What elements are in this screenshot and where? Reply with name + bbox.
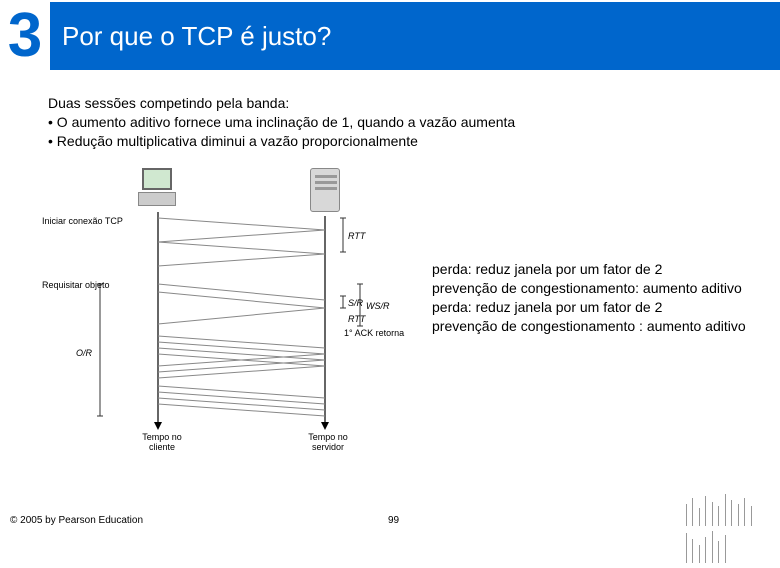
timing-diagram: Iniciar conexão TCP Requisitar objeto RT… bbox=[48, 168, 408, 458]
label-tempo-servidor: Tempo no servidor bbox=[300, 432, 356, 452]
label-tempo-cliente: Tempo no cliente bbox=[134, 432, 190, 452]
side-line-4: prevenção de congestionamento : aumento … bbox=[432, 317, 760, 336]
chapter-number: 3 bbox=[0, 2, 52, 70]
label-iniciar: Iniciar conexão TCP bbox=[42, 216, 123, 226]
label-ack: 1° ACK retorna bbox=[344, 328, 404, 338]
label-wsr: WS/R bbox=[366, 301, 390, 311]
label-rtt2: RTT bbox=[348, 314, 365, 324]
page-number: 99 bbox=[388, 515, 399, 526]
label-sr: S/R bbox=[348, 298, 363, 308]
side-line-3: perda: reduz janela por um fator de 2 bbox=[432, 298, 760, 317]
side-notes: perda: reduz janela por um fator de 2 pr… bbox=[432, 260, 760, 336]
intro-heading: Duas sessões competindo pela banda: bbox=[48, 94, 756, 113]
slide-header: 3 Por que o TCP é justo? bbox=[0, 2, 780, 70]
copyright-text: © 2005 by Pearson Education bbox=[10, 515, 143, 526]
label-rtt1: RTT bbox=[348, 231, 365, 241]
intro-block: Duas sessões competindo pela banda: • O … bbox=[48, 94, 756, 151]
label-or: O/R bbox=[76, 348, 92, 358]
side-line-1: perda: reduz janela por um fator de 2 bbox=[432, 260, 760, 279]
slide-title: Por que o TCP é justo? bbox=[62, 21, 331, 52]
publisher-logo bbox=[686, 494, 758, 530]
intro-bullet-1: • O aumento aditivo fornece uma inclinaç… bbox=[48, 113, 756, 132]
label-requisitar: Requisitar objeto bbox=[42, 280, 110, 290]
diagram-lines bbox=[48, 168, 408, 458]
side-line-2: prevenção de congestionamento: aumento a… bbox=[432, 279, 760, 298]
title-bar: Por que o TCP é justo? bbox=[52, 2, 780, 70]
intro-bullet-2: • Redução multiplicativa diminui a vazão… bbox=[48, 132, 756, 151]
